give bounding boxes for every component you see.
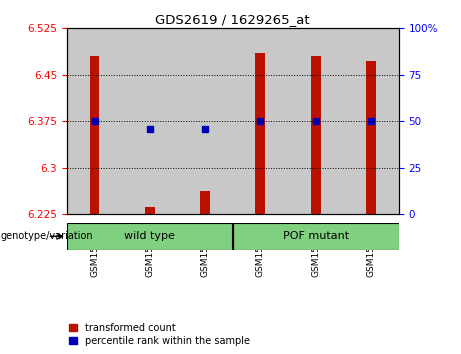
Bar [67,223,233,250]
Text: wild type: wild type [124,231,175,241]
Bar [311,56,321,214]
Bar [67,28,122,214]
Bar [343,28,399,214]
Bar [233,28,288,214]
Bar [122,28,177,214]
Bar [145,207,155,214]
Legend: transformed count, percentile rank within the sample: transformed count, percentile rank withi… [70,323,250,346]
Text: POF mutant: POF mutant [283,231,349,241]
Title: GDS2619 / 1629265_at: GDS2619 / 1629265_at [155,13,310,26]
Bar [255,53,266,214]
Bar [177,28,233,214]
Bar [288,28,343,214]
Text: genotype/variation: genotype/variation [1,232,94,241]
Bar [233,223,399,250]
Bar [200,191,210,214]
Bar [366,61,376,214]
Bar [89,56,100,214]
